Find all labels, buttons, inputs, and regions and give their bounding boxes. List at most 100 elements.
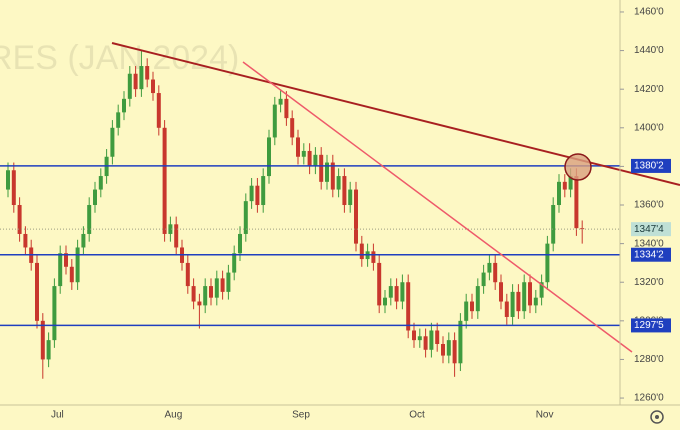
candle-body bbox=[290, 118, 295, 138]
candle-body bbox=[481, 272, 486, 287]
candle-body bbox=[412, 330, 416, 341]
y-tick-label: 1360'0 bbox=[634, 200, 664, 211]
candle-body bbox=[203, 286, 208, 306]
candle-body bbox=[325, 162, 329, 182]
highlight-circle bbox=[564, 153, 592, 181]
level-label-box bbox=[631, 158, 671, 173]
candle-body bbox=[464, 301, 469, 321]
candle-body bbox=[452, 340, 457, 364]
level-label: 1380'2 bbox=[634, 161, 664, 172]
candle-body bbox=[336, 176, 341, 190]
candle-body bbox=[499, 282, 503, 302]
candle-body bbox=[127, 73, 132, 99]
candle-body bbox=[232, 253, 237, 273]
candle-body bbox=[307, 150, 312, 167]
y-tick-label: 1340'0 bbox=[634, 238, 664, 249]
candle-body bbox=[441, 343, 445, 356]
x-tick-label: Aug bbox=[165, 410, 183, 421]
candle-body bbox=[539, 282, 544, 298]
candle-body bbox=[145, 66, 150, 80]
trend-line bbox=[111, 42, 680, 186]
plot bbox=[0, 50, 620, 379]
candle-body bbox=[568, 176, 573, 190]
y-tick-label: 1440'0 bbox=[634, 45, 664, 56]
candle-body bbox=[238, 233, 242, 254]
candle-body bbox=[348, 189, 353, 206]
settings-button[interactable] bbox=[650, 410, 664, 424]
candle-body bbox=[35, 262, 39, 321]
trend-line bbox=[242, 61, 633, 353]
candle-body bbox=[243, 201, 248, 234]
candle-body bbox=[220, 278, 225, 292]
candle-body bbox=[52, 286, 57, 341]
y-axis: 1260'01280'01300'01320'01340'01360'01380… bbox=[620, 7, 671, 404]
candle-body bbox=[214, 278, 219, 298]
candle-body bbox=[557, 181, 561, 206]
candle-body bbox=[249, 185, 254, 202]
x-tick-label: Nov bbox=[536, 410, 554, 421]
candle-body bbox=[371, 251, 376, 263]
level-label: 1297'5 bbox=[634, 320, 664, 331]
candle-body bbox=[301, 150, 306, 157]
candle-body bbox=[197, 301, 202, 306]
level-label-box bbox=[631, 318, 671, 333]
level-label-box bbox=[631, 247, 671, 262]
candle-body bbox=[116, 112, 121, 128]
candle-body bbox=[504, 301, 509, 317]
candle-body bbox=[81, 233, 86, 248]
x-tick-label: Oct bbox=[409, 410, 425, 421]
candle-body bbox=[122, 98, 126, 113]
candle-body bbox=[470, 301, 474, 312]
candle-body bbox=[168, 224, 173, 234]
candle-body bbox=[533, 297, 538, 306]
candle-body bbox=[359, 243, 364, 260]
candle-body bbox=[40, 320, 45, 360]
candle-body bbox=[429, 330, 434, 350]
candle-body bbox=[6, 170, 10, 190]
candle-body bbox=[458, 320, 463, 364]
candle-body bbox=[278, 98, 283, 105]
candle-body bbox=[174, 224, 179, 248]
candle-body bbox=[330, 162, 335, 190]
candle-body bbox=[191, 286, 196, 302]
candle-body bbox=[522, 282, 527, 312]
candle-body bbox=[475, 286, 480, 312]
candle-body bbox=[23, 233, 28, 248]
candle-body bbox=[110, 127, 115, 157]
y-tick-label: 1420'0 bbox=[634, 84, 664, 95]
candle-body bbox=[75, 247, 80, 283]
candle-body bbox=[272, 104, 277, 138]
candle-body bbox=[574, 176, 579, 229]
candle-body bbox=[162, 127, 167, 234]
last-price-box bbox=[631, 222, 671, 237]
y-tick-label: 1260'0 bbox=[634, 393, 664, 404]
candle-body bbox=[354, 189, 358, 244]
candle-body bbox=[551, 205, 556, 244]
candle-body bbox=[133, 73, 138, 90]
candle-body bbox=[388, 286, 393, 298]
candle-body bbox=[46, 340, 51, 360]
last-price-label: 1347'4 bbox=[634, 224, 664, 235]
candle-body bbox=[11, 170, 16, 206]
candle-body bbox=[400, 282, 405, 302]
candle-body bbox=[510, 291, 515, 317]
candle-body bbox=[151, 79, 155, 94]
candle-body bbox=[93, 189, 97, 206]
candle-body bbox=[139, 66, 144, 90]
candle-body bbox=[383, 297, 387, 306]
candle-body bbox=[98, 176, 103, 190]
y-tick-label: 1460'0 bbox=[634, 7, 664, 18]
candle-body bbox=[255, 185, 260, 206]
candle-body bbox=[319, 154, 324, 182]
candle-body bbox=[394, 286, 399, 302]
candle-body bbox=[545, 243, 550, 283]
candle-body bbox=[406, 282, 411, 331]
candle-body bbox=[267, 137, 271, 177]
candle-body bbox=[209, 286, 213, 298]
y-tick-label: 1280'0 bbox=[634, 354, 664, 365]
candle-body bbox=[17, 205, 22, 234]
x-tick-label: Jul bbox=[51, 410, 64, 421]
candle-body bbox=[284, 98, 289, 119]
candle-body bbox=[435, 330, 440, 344]
